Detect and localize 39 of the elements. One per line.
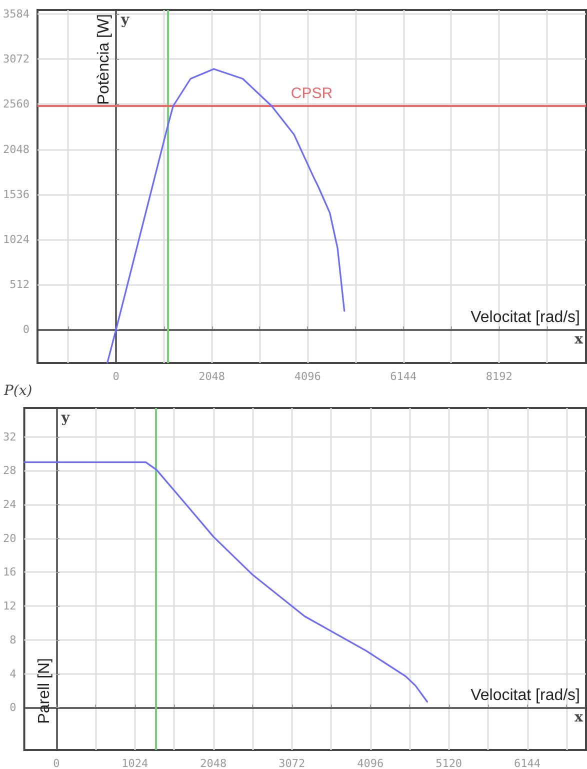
y-tick-label: 4	[10, 667, 17, 680]
x-tick-label: 2048	[198, 370, 226, 383]
y-tick-label: 24	[2, 498, 17, 512]
y-tick-label: 20	[2, 532, 16, 545]
x-tick-label: 2048	[200, 757, 227, 769]
x-tick-label: 0	[53, 757, 60, 769]
y-tick-label: 1024	[2, 232, 30, 246]
ref-line-label: CPSR	[290, 84, 333, 102]
y-tick-label: 28	[2, 464, 16, 478]
y-axis-title: Parell [N]	[36, 658, 53, 724]
y-tick-label: 3072	[2, 52, 30, 66]
y-tick-label: 8	[10, 633, 16, 646]
y-tick-label: 2048	[2, 142, 30, 156]
x-tick-label: 3072	[278, 757, 306, 769]
y-tick-label: 12	[2, 600, 16, 613]
x-axis-title: Velocitat [rad/s]	[470, 687, 580, 704]
y-tick-label: 512	[10, 278, 30, 291]
annotation: x	[574, 710, 584, 726]
y-tick-label: 32	[2, 430, 16, 444]
y-tick-label: 1536	[2, 188, 30, 201]
x-tick-label: 5120	[436, 757, 462, 769]
annotation: y	[120, 12, 130, 28]
x-tick-label: 4096	[294, 370, 321, 383]
y-tick-label: 0	[22, 323, 30, 336]
y-axis-title: Potència [W]	[96, 14, 113, 105]
x-tick-label: 8192	[486, 370, 512, 383]
text: P(x)	[3, 383, 32, 399]
y-tick-label: 2560	[2, 98, 30, 111]
annotation: y	[60, 410, 70, 426]
annotation: x	[574, 332, 584, 348]
x-tick-label: 1024	[122, 757, 149, 769]
x-tick-label: 4096	[357, 757, 384, 769]
y-tick-label: 0	[10, 701, 16, 714]
x-tick-label: 6144	[514, 757, 541, 769]
x-tick-label: 0	[112, 370, 120, 383]
y-tick-label: 16	[2, 566, 16, 579]
y-tick-label: 3584	[2, 8, 30, 21]
x-tick-label: 6144	[390, 370, 417, 383]
x-axis-title: Velocitat [rad/s]	[470, 309, 580, 326]
